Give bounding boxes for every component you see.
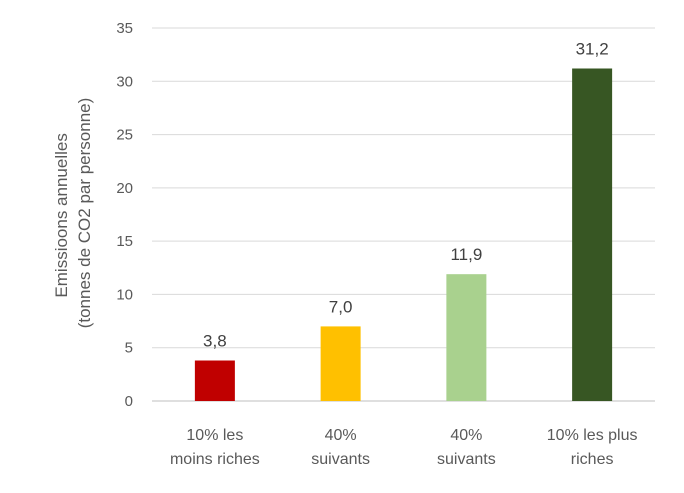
data-label: 31,2 [576,39,609,58]
y-axis-title-line-2: (tonnes de CO2 par personne) [75,98,94,329]
x-category-label-line: riches [571,451,614,468]
bar [446,274,487,401]
x-category-label-line: 10% les plus [547,427,638,444]
x-category-label-line: moins riches [170,451,260,468]
bar [320,326,361,401]
data-label: 11,9 [450,245,482,264]
y-tick-label: 30 [116,73,133,90]
y-axis-title: Emissioons annuelles (tonnes de CO2 par … [52,98,94,329]
y-tick-label: 25 [116,127,133,144]
bar [194,360,235,401]
x-category-label: 40% suivants [311,427,370,468]
y-axis-ticks: 0 5 10 15 20 25 30 35 [116,20,133,410]
y-tick-label: 15 [116,233,133,250]
y-tick-label: 35 [116,20,133,37]
y-tick-label: 5 [125,340,133,357]
x-category-label-line: 40% [325,427,357,444]
x-category-label: 10% les moins riches [170,427,260,468]
x-category-label-line: 40% [450,427,482,444]
bars [194,68,613,402]
gridlines [152,27,655,402]
y-tick-label: 10 [116,286,133,303]
x-category-label-line: 10% les [186,427,243,444]
x-category-label-line: suivants [311,451,370,468]
y-axis-title-line-1: Emissioons annuelles [52,133,71,297]
x-category-label: 10% les plus riches [547,427,638,468]
data-labels: 3,8 7,0 11,9 31,2 [203,39,609,350]
x-category-label: 40% suivants [437,427,496,468]
data-label: 7,0 [329,297,353,316]
y-tick-label: 0 [125,393,133,410]
x-axis-categories: 10% les moins riches 40% suivants 40% suivant… [170,427,638,468]
y-tick-label: 20 [116,180,133,197]
x-category-label-line: suivants [437,451,496,468]
bar [572,68,613,402]
data-label: 3,8 [203,332,227,351]
